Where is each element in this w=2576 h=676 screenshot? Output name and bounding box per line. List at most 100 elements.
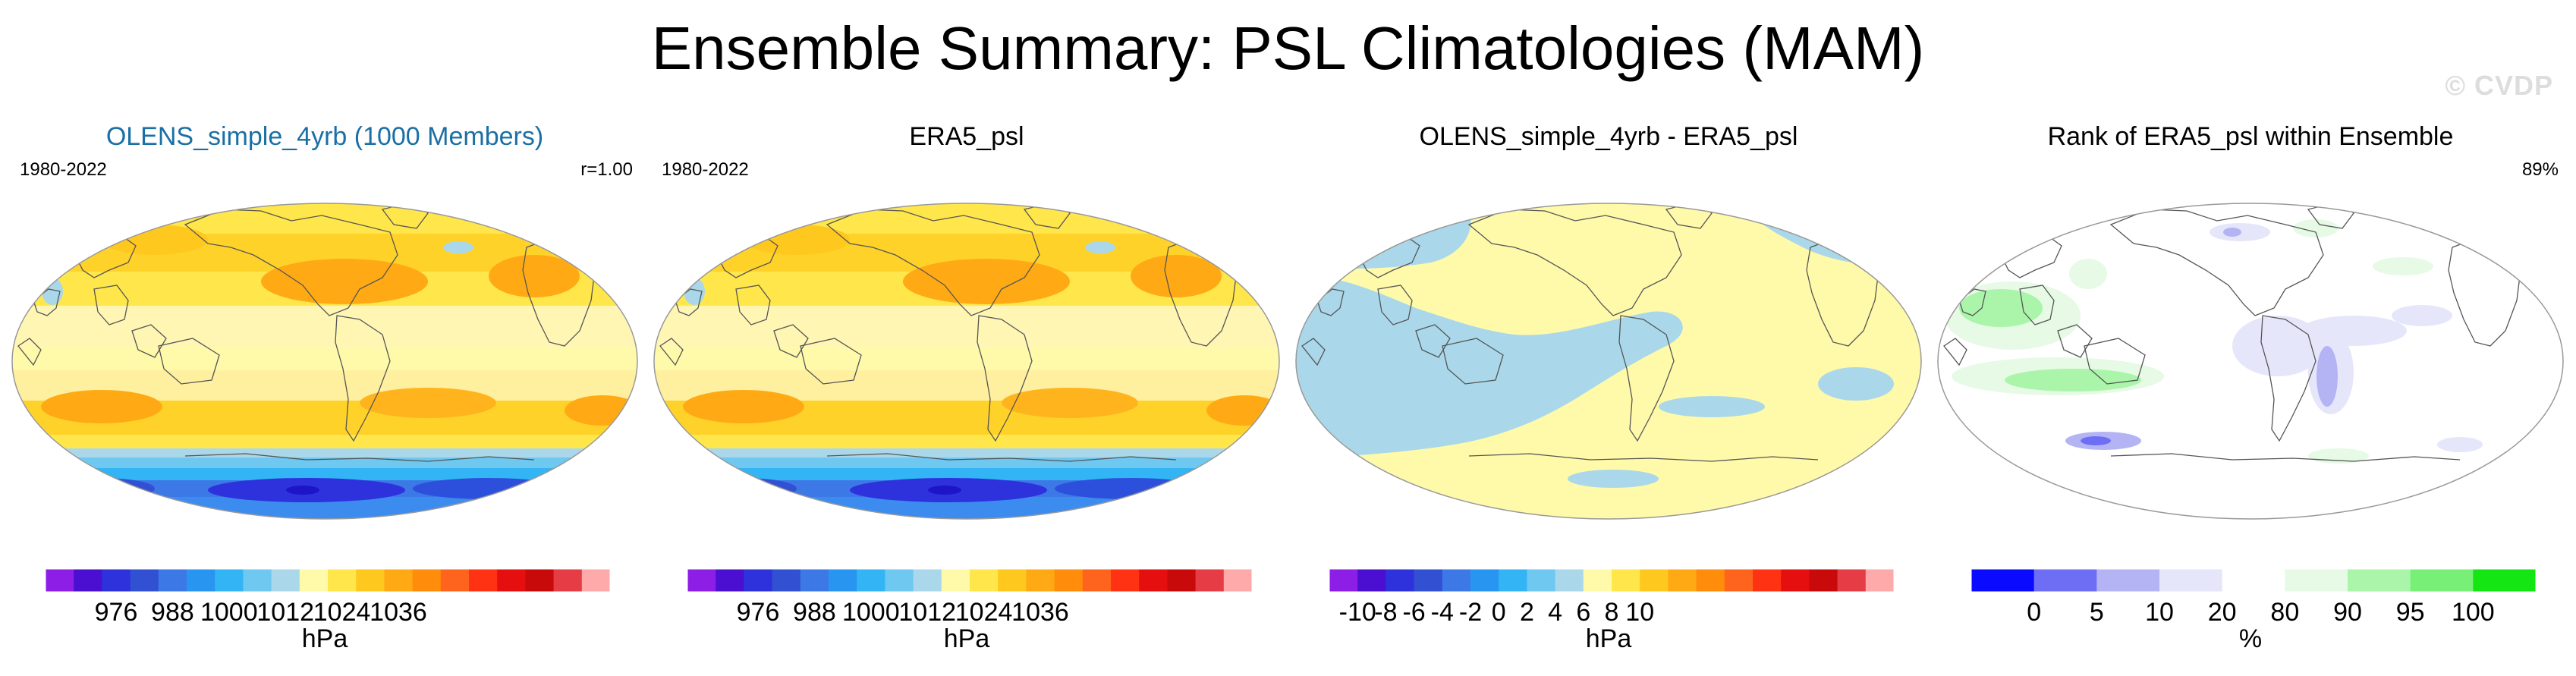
antarctic-plateau-high [721,505,766,519]
colorbar-swatch [1612,569,1640,592]
south-indian-high [683,390,804,423]
psl-band-tropics-north [654,306,1279,347]
colorbar-swatch [2285,569,2348,592]
psl-map [11,203,638,520]
colorbar-swatch [1971,569,2035,592]
coastline-7 [977,315,1033,442]
colorbar-swatch [497,569,526,592]
map-outline [11,203,638,520]
colorbar-swatch [1386,569,1415,592]
coastline-0 [33,288,61,316]
north-pacific-high [261,259,428,304]
colorbar-tick-label: 1012 [256,598,314,627]
coastline-3 [2019,285,2055,325]
coastline-2 [1943,338,1967,366]
antarctic-plateau-high [79,505,124,519]
rank-map [1937,203,2564,520]
panel-title: OLENS_simple_4yrb - ERA5_psl [1419,122,1798,151]
rank-blue-central-america [2392,305,2452,326]
colorbar-tick-label: 976 [95,598,138,627]
colorbar-tick-label: 976 [737,598,780,627]
colorbar-tick-label: 1024 [955,598,1013,627]
coastline-5 [800,338,862,385]
colorbar-swatch [800,569,829,592]
coastline-7 [2260,315,2317,442]
colorbar-tick-label: 90 [2333,598,2362,627]
coastline-5 [2084,338,2146,385]
colorbar-tick-label: 80 [2270,598,2299,627]
colorbar-swatch [1195,569,1225,592]
colorbar-tick-label: 2 [1520,598,1534,627]
south-atlantic-high [565,395,637,426]
colorbar-swatch [2222,569,2285,592]
colorbar-tick-label: 100 [2452,598,2495,627]
coastline-10 [1817,216,1895,242]
coastline-2 [659,338,684,366]
colorbar-swatch [271,569,300,592]
colorbar-swatch [1724,569,1754,592]
south-pacific-high [360,388,496,418]
coastline-8 [2307,203,2354,229]
coastline-0 [1316,288,1345,316]
south-atlantic-high [1206,395,1279,426]
psl-band-equator [12,347,637,370]
colorbar-swatch [46,569,74,592]
colorbar-swatch [1082,569,1112,592]
colorbar-frame [45,569,611,593]
colorbar-tick-label: 1036 [1011,598,1069,627]
psl-band-arctic [12,203,637,234]
coastline-3 [1377,285,1413,325]
colorbar-units: hPa [1585,624,1632,653]
coastline-4 [1415,324,1451,358]
coastline-4 [773,324,809,358]
coastline-2 [1301,338,1326,366]
aleutian-patch [443,241,473,253]
diff-negative-southern-ocean [1568,470,1659,488]
colorbar-swatch [412,569,442,592]
colorbar-tick-label: 6 [1576,598,1590,627]
colorbar: 0 5 10 20 80 90 95 100 [1971,569,2537,627]
psl-band-southern-ocean-1 [12,448,637,457]
colorbar-tick-label: 0 [1492,598,1506,627]
colorbar-swatch [2033,569,2097,592]
map-field [1938,203,2563,519]
colorbar-swatch [1499,569,1527,592]
colorbar-swatch [553,569,583,592]
colorbar-tick-label: 5 [2090,598,2104,627]
colorbar-tick-label: 4 [1548,598,1562,627]
figure-title: Ensemble Summary: PSL Climatologies (MAM… [651,14,1925,82]
psl-band-south-mid [12,435,637,448]
rank-blue-south-pacific-core [2317,346,2338,407]
colorbar-swatch [158,569,187,592]
colorbar-swatch [1809,569,1838,592]
colorbar-swatch [857,569,885,592]
coastline-10 [533,216,612,242]
map-field [12,203,637,519]
coastline-5 [1442,338,1504,385]
coastline-0 [675,288,703,316]
colorbar-swatch [243,569,272,592]
rank-green-east-edge [2555,255,2563,316]
coastline-11 [184,453,535,462]
coastline-3 [93,285,129,325]
colorbar-tick-label: 1024 [313,598,371,627]
colorbar-swatch [581,569,611,592]
map-outline [653,203,1280,520]
diff-negative-antarctic [1363,501,1423,517]
psl-band-tropics-north [12,306,637,347]
colorbar-swatch [356,569,385,592]
colorbar-swatch [2348,569,2411,592]
colorbar-swatch [102,569,131,592]
psl-band-southern-ocean-3 [12,468,637,480]
colorbar-tick-label: -8 [1374,598,1397,627]
panel-era5: ERA5_psl 1980-2022 976 988 1000 1012 1024 103… [645,114,1288,668]
colorbar-swatch [1054,569,1084,592]
colorbar-swatch [74,569,102,592]
panel-difference: OLENS_simple_4yrb - ERA5_psl -10 -8 -6 -4 -2… [1287,114,1930,668]
rank-percent-label: 89% [2521,159,2559,180]
psl-map [653,203,1280,520]
colorbar-swatch [1470,569,1499,592]
coastline-8 [1023,203,1071,229]
colorbar: -10-8 -6 -4 -2 0 2 4 6 8 10 [1329,569,1895,627]
colorbar-tick-label: 95 [2396,598,2425,627]
